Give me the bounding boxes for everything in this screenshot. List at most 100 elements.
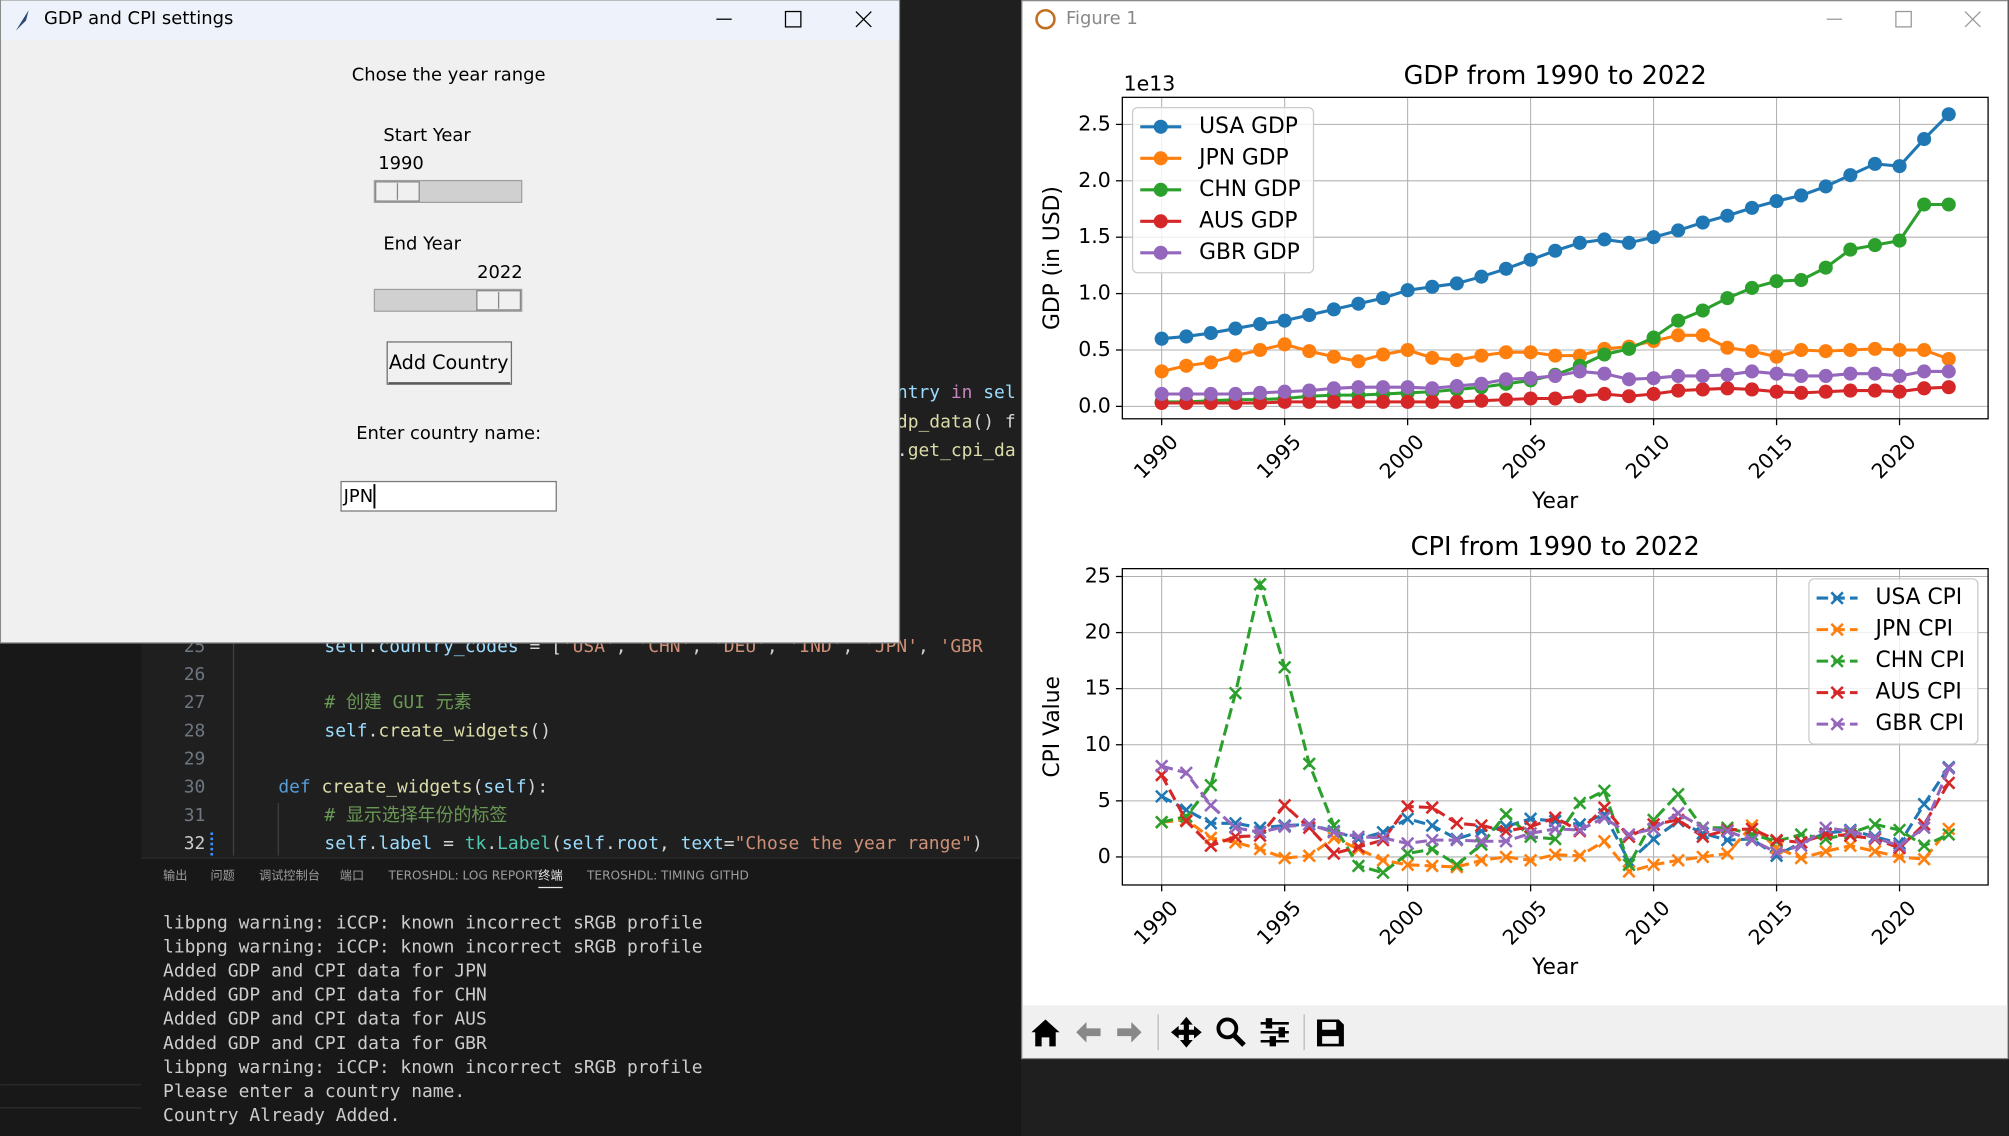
legend-marker xyxy=(1830,622,1844,637)
forward-button[interactable] xyxy=(1117,1022,1142,1043)
marker-stroke xyxy=(1425,818,1439,833)
legend-item[interactable]: GBR GDP xyxy=(1140,240,1300,265)
data-point xyxy=(1474,348,1489,363)
legend-item[interactable]: AUS GDP xyxy=(1140,208,1297,233)
button-label[interactable]: Add Country xyxy=(389,351,509,374)
code-token: text xyxy=(681,833,724,854)
terminal-line: libpng warning: iCCP: known incorrect sR… xyxy=(163,1057,703,1078)
save-button[interactable] xyxy=(1316,1019,1344,1047)
data-point xyxy=(1474,376,1489,391)
y-tick-label: 5 xyxy=(1098,788,1111,812)
maximize-button[interactable] xyxy=(784,10,802,28)
data-point xyxy=(1548,848,1562,862)
data-point xyxy=(1794,342,1809,358)
data-point xyxy=(1277,660,1292,675)
chart-title: GDP from 1990 to 2022 xyxy=(1404,61,1707,91)
panel-tab[interactable]: 终端 xyxy=(538,868,562,883)
end-year-value: 2022 xyxy=(477,262,523,283)
data-point xyxy=(1523,252,1538,267)
marker-stroke xyxy=(1228,821,1243,835)
marker-stroke xyxy=(1769,833,1784,847)
panel-tab[interactable]: 调试控制台 xyxy=(259,868,320,883)
data-point xyxy=(1794,188,1809,203)
code-token: create_widgets xyxy=(322,777,473,798)
legend-item[interactable]: AUS CPI xyxy=(1816,680,1962,705)
legend-item[interactable]: JPN GDP xyxy=(1140,145,1289,170)
entry-text[interactable]: JPN xyxy=(343,486,374,507)
data-point xyxy=(1597,366,1612,381)
y-tick-label: 1.0 xyxy=(1078,281,1111,305)
data-point xyxy=(1228,386,1243,402)
y-tick-label: 0.0 xyxy=(1078,393,1111,417)
toolbar-icons xyxy=(1031,1014,1344,1051)
panel-tab[interactable]: 问题 xyxy=(210,869,234,883)
country-entry[interactable]: JPN xyxy=(340,480,557,512)
data-point xyxy=(1818,384,1833,399)
data-point xyxy=(1400,342,1415,358)
marker-stroke xyxy=(1179,766,1193,780)
legend-item[interactable]: GBR CPI xyxy=(1816,711,1965,736)
data-point xyxy=(1572,348,1587,363)
legend-item[interactable]: USA CPI xyxy=(1816,585,1963,610)
x-axis-label: Year xyxy=(1531,955,1578,980)
data-point xyxy=(1474,853,1489,867)
chart-title: CPI from 1990 to 2022 xyxy=(1411,532,1700,562)
start-year-slider[interactable] xyxy=(373,179,523,203)
pan-button[interactable] xyxy=(1170,1016,1202,1048)
entry-label: Enter country name: xyxy=(356,423,541,444)
data-point xyxy=(1867,238,1882,253)
data-point xyxy=(1253,577,1267,592)
marker-stroke xyxy=(1917,852,1931,866)
data-point xyxy=(1843,826,1858,841)
line-number: 26 xyxy=(184,664,206,685)
close-button[interactable] xyxy=(1964,11,1981,28)
data-point xyxy=(1917,342,1932,358)
legend-item[interactable]: CHN GDP xyxy=(1140,177,1301,202)
data-point xyxy=(1720,381,1735,396)
add-country-button[interactable]: Add Country xyxy=(386,341,513,385)
marker-stroke xyxy=(1843,839,1858,853)
title-bar xyxy=(1,0,899,41)
code-token: . xyxy=(368,720,379,741)
data-point xyxy=(1597,232,1612,247)
legend-item[interactable]: JPN CPI xyxy=(1816,617,1953,642)
data-point xyxy=(1203,386,1218,402)
y-tick-label: 2.0 xyxy=(1078,168,1111,192)
marker-stroke xyxy=(1769,845,1784,860)
code-line: # 显示选择年份的标签 xyxy=(324,805,507,826)
panel-tab[interactable]: 端口 xyxy=(340,869,364,883)
back-button[interactable] xyxy=(1076,1022,1101,1043)
data-point xyxy=(1277,819,1292,834)
data-point xyxy=(1597,784,1612,798)
data-point xyxy=(1204,839,1218,853)
legend-item[interactable]: CHN CPI xyxy=(1816,648,1965,673)
data-point xyxy=(1794,851,1808,865)
marker-stroke xyxy=(1499,824,1513,838)
panel-tab[interactable]: 输出 xyxy=(163,868,187,883)
panel-tab[interactable]: GITHD xyxy=(710,869,749,883)
marker-stroke xyxy=(1204,839,1218,853)
marker-stroke xyxy=(1376,833,1390,847)
data-point xyxy=(1597,386,1612,402)
zoom-button[interactable] xyxy=(1216,1017,1239,1040)
close-button[interactable] xyxy=(855,11,872,28)
data-point xyxy=(1302,383,1317,398)
data-point xyxy=(1695,382,1710,397)
data-point xyxy=(1376,833,1390,847)
data-point xyxy=(1744,344,1760,359)
data-point xyxy=(1917,821,1931,835)
home-button[interactable] xyxy=(1031,1019,1060,1047)
maximize-button[interactable] xyxy=(1895,10,1912,28)
line-number: 30 xyxy=(184,777,206,798)
legend-item[interactable]: USA GDP xyxy=(1140,114,1298,139)
data-point xyxy=(1744,382,1760,397)
data-point xyxy=(1351,859,1366,873)
panel-tab[interactable]: TEROSHDL: LOG REPORT xyxy=(387,869,540,883)
data-point xyxy=(1302,394,1317,409)
marker-stroke xyxy=(1499,807,1513,821)
panel-tab[interactable]: TEROSHDL: TIMING xyxy=(586,869,705,883)
end-year-slider[interactable] xyxy=(373,288,523,312)
data-point xyxy=(1671,853,1685,867)
data-point xyxy=(1277,337,1292,352)
configure-button[interactable] xyxy=(1260,1018,1289,1047)
